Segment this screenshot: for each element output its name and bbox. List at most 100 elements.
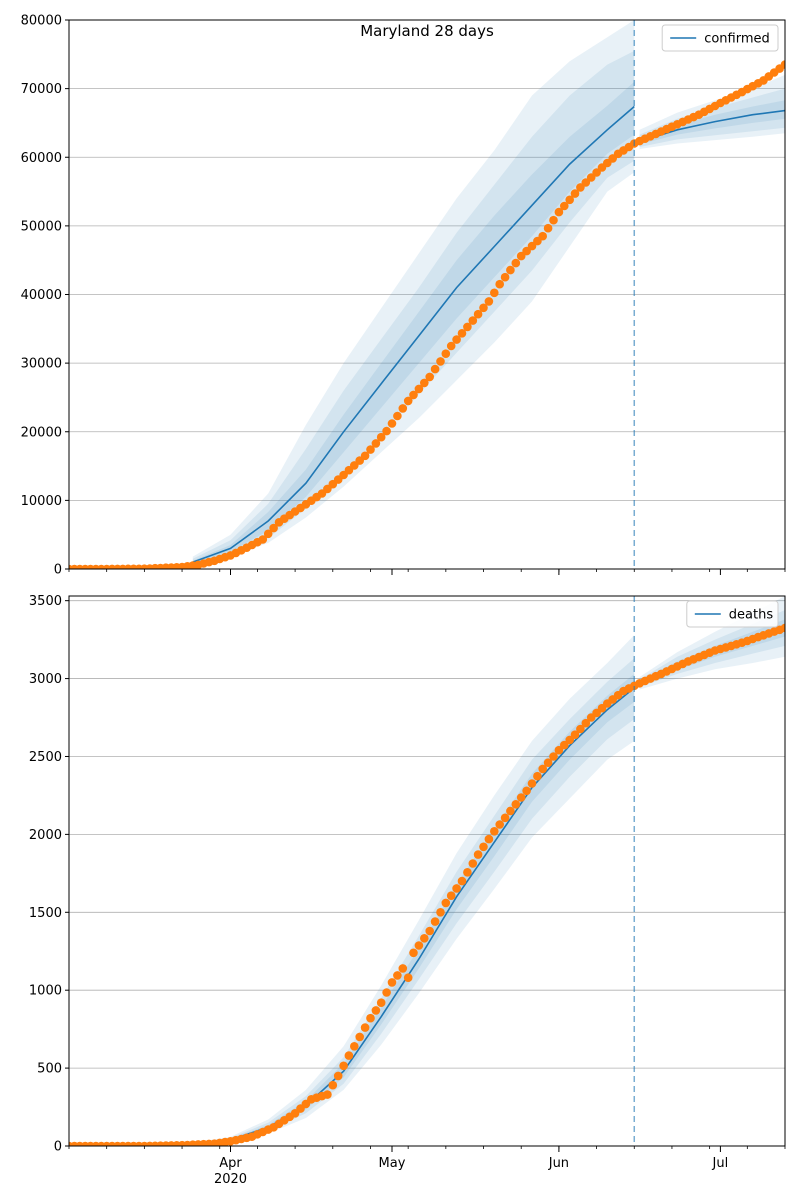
y-tick-label: 10000 [21, 494, 62, 509]
data-point [490, 288, 499, 298]
y-tick-label: 3000 [29, 672, 62, 687]
confidence-band [192, 658, 635, 1145]
data-point [441, 349, 451, 359]
panel-1: 0 10000 20000 30000 40000 50000 60000 70000 8000… [21, 14, 786, 578]
data-point [506, 806, 515, 816]
data-point [403, 973, 413, 982]
legend: deaths [686, 600, 779, 628]
data-point [387, 978, 397, 987]
data-point [506, 265, 515, 275]
y-tick-label: 60000 [21, 151, 62, 166]
data-point [473, 850, 483, 859]
data-point [452, 335, 461, 344]
y-tick-label: 2500 [29, 750, 62, 765]
data-point [780, 60, 785, 69]
y-tick-label: 70000 [21, 82, 62, 97]
data-point [495, 279, 505, 289]
data-point [339, 1061, 348, 1071]
data-point [570, 189, 580, 198]
data-point [441, 898, 451, 908]
data-point [554, 207, 564, 217]
data-point [393, 411, 402, 421]
data-point [355, 1032, 365, 1042]
data-point [581, 718, 591, 728]
data-point [366, 1013, 375, 1023]
data-point [473, 309, 483, 319]
data-point [387, 419, 397, 428]
data-point [560, 740, 569, 750]
data-point [570, 730, 580, 739]
data-point [436, 908, 445, 917]
data-point [360, 1023, 370, 1032]
y-tick-label: 1500 [29, 906, 62, 921]
plot-area [69, 596, 785, 1146]
series-line-confirmed [192, 105, 635, 563]
data-point [457, 329, 467, 338]
data-point [576, 724, 585, 734]
y-tick-label: 20000 [21, 425, 62, 440]
y-tick-label: 2000 [29, 828, 62, 843]
data-point [490, 827, 499, 836]
data-point [263, 529, 273, 539]
data-point [479, 842, 488, 852]
data-point [565, 195, 574, 205]
data-point [425, 372, 435, 382]
confidence-band [192, 635, 635, 1146]
data-point [495, 820, 505, 829]
data-point [269, 523, 278, 533]
data-point [420, 378, 429, 388]
data-point [516, 251, 526, 261]
data-point [538, 231, 547, 241]
data-point [549, 752, 558, 761]
data-point [780, 623, 785, 633]
data-point [457, 876, 467, 886]
data-point [430, 917, 440, 926]
data-point [430, 364, 440, 374]
data-point [511, 800, 521, 809]
data-point [425, 926, 435, 936]
data-point [436, 357, 445, 366]
axes-frame [68, 595, 786, 1147]
y-tick-label: 80000 [21, 14, 62, 29]
y-tick-label: 0 [54, 563, 62, 578]
data-point [398, 404, 408, 413]
data-point [549, 215, 558, 225]
data-point [543, 223, 553, 233]
legend-label: deaths [729, 608, 774, 623]
confidence-band [192, 81, 635, 564]
data-point [393, 971, 402, 980]
data-point [543, 758, 553, 767]
data-point [500, 272, 510, 282]
data-point [382, 988, 391, 997]
data-point [371, 439, 381, 448]
data-point [468, 859, 478, 868]
y-tick-label: 30000 [21, 357, 62, 372]
data-point [500, 813, 510, 823]
data-point [398, 964, 408, 973]
data-point [522, 786, 531, 796]
data-point [420, 934, 429, 943]
x-tick-label: Jul [712, 1156, 729, 1171]
data-point [409, 948, 418, 958]
data-point [414, 384, 424, 394]
data-point [403, 396, 413, 406]
y-tick-label: 0 [54, 1140, 62, 1155]
data-point [586, 173, 596, 182]
data-point [527, 241, 537, 251]
data-point [344, 1051, 354, 1060]
y-tick-label: 3500 [29, 594, 62, 609]
data-point [560, 201, 569, 211]
data-point [522, 246, 531, 256]
y-tick-label: 50000 [21, 219, 62, 234]
x-tick-label: Apr [219, 1156, 242, 1171]
data-point [463, 322, 472, 332]
x-tick-label: Jun [548, 1156, 569, 1171]
data-point [533, 771, 542, 781]
data-point [538, 764, 547, 774]
legend-label: confirmed [704, 32, 770, 47]
data-point [350, 1042, 359, 1051]
data-point [446, 341, 456, 351]
